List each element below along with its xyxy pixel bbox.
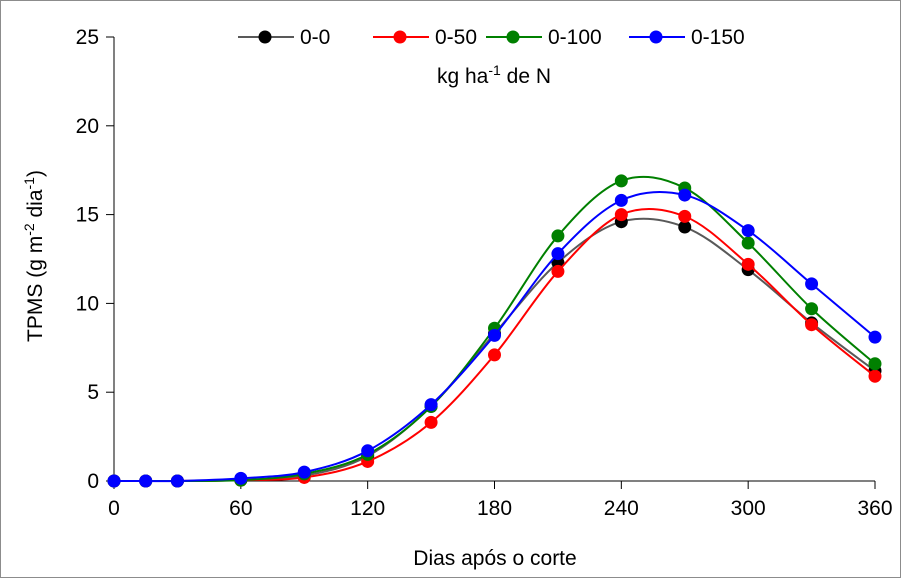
legend-item-0-0: 0-0 bbox=[238, 26, 330, 49]
series-layer bbox=[107, 174, 882, 488]
y-tick-label: 25 bbox=[76, 26, 99, 49]
legend: 0-0 0-50 0-100 0-150 kg ha-1 de N bbox=[238, 26, 745, 88]
data-point-0-150 bbox=[107, 474, 121, 488]
series-line-0-50 bbox=[114, 207, 876, 483]
data-point-0-100 bbox=[551, 229, 565, 243]
y-axis-title-end: ) bbox=[24, 170, 47, 177]
y-tick-label: 20 bbox=[76, 115, 99, 138]
series-0-50 bbox=[107, 207, 882, 488]
legend-label: 0-150 bbox=[691, 26, 745, 49]
legend-item-0-150: 0-150 bbox=[629, 26, 745, 49]
x-tick-label: 180 bbox=[477, 497, 512, 520]
legend-subtitle-base: kg ha bbox=[437, 65, 489, 88]
legend-swatch-marker bbox=[393, 30, 407, 44]
data-point-0-50 bbox=[678, 209, 692, 223]
y-tick-label: 0 bbox=[87, 470, 99, 493]
data-point-0-50 bbox=[741, 257, 755, 271]
x-tick-label: 60 bbox=[229, 497, 252, 520]
y-axis-title-sup2: -1 bbox=[21, 177, 37, 190]
axes: 0 5 10 15 20 25 0 60 120 180 240 300 360 bbox=[76, 26, 893, 520]
data-point-0-100 bbox=[868, 357, 882, 371]
data-point-0-150 bbox=[805, 277, 819, 291]
data-point-0-150 bbox=[424, 398, 438, 412]
legend-label: 0-0 bbox=[300, 26, 330, 49]
y-axis-title-sup1: -2 bbox=[21, 223, 37, 236]
data-point-0-50 bbox=[614, 208, 628, 222]
data-point-0-100 bbox=[805, 302, 819, 316]
data-point-0-0 bbox=[678, 220, 692, 234]
x-tick-label: 360 bbox=[857, 497, 892, 520]
data-point-0-50 bbox=[805, 318, 819, 332]
series-0-150 bbox=[107, 188, 882, 488]
legend-subtitle: kg ha-1 de N bbox=[437, 62, 551, 88]
legend-subtitle-end: de N bbox=[501, 65, 551, 88]
x-tick-label: 240 bbox=[604, 497, 639, 520]
legend-item-0-100: 0-100 bbox=[486, 26, 602, 49]
legend-swatch-marker bbox=[506, 30, 520, 44]
data-point-0-50 bbox=[424, 415, 438, 429]
y-tick-label: 5 bbox=[87, 381, 99, 404]
data-point-0-150 bbox=[234, 471, 248, 485]
data-point-0-150 bbox=[614, 193, 628, 207]
legend-label: 0-100 bbox=[548, 26, 602, 49]
data-point-0-100 bbox=[741, 236, 755, 250]
x-axis-title: Dias após o corte bbox=[413, 547, 576, 570]
legend-label: 0-50 bbox=[435, 26, 477, 49]
legend-swatch-marker bbox=[649, 30, 663, 44]
legend-item-0-50: 0-50 bbox=[373, 26, 477, 49]
data-point-0-150 bbox=[551, 247, 565, 261]
data-point-0-150 bbox=[139, 474, 153, 488]
data-point-0-150 bbox=[868, 330, 882, 344]
data-point-0-100 bbox=[614, 174, 628, 188]
legend-swatch-marker bbox=[258, 30, 272, 44]
x-tick-label: 120 bbox=[350, 497, 385, 520]
data-point-0-150 bbox=[488, 328, 501, 342]
data-point-0-150 bbox=[741, 224, 755, 238]
y-tick-label: 15 bbox=[76, 204, 99, 227]
data-point-0-50 bbox=[551, 264, 565, 278]
y-tick-label: 10 bbox=[76, 292, 99, 315]
data-point-0-50 bbox=[868, 369, 882, 383]
x-tick-label: 300 bbox=[731, 497, 766, 520]
data-point-0-50 bbox=[488, 348, 501, 362]
legend-subtitle-sup: -1 bbox=[488, 62, 501, 78]
data-point-0-150 bbox=[361, 444, 375, 458]
y-axis-title-base: TPMS (g m bbox=[24, 236, 47, 342]
data-point-0-150 bbox=[170, 474, 184, 488]
data-point-0-150 bbox=[678, 188, 692, 202]
y-axis-title: TPMS (g m-2 dia-1) bbox=[21, 170, 47, 342]
data-point-0-150 bbox=[297, 465, 311, 479]
x-tick-label: 0 bbox=[108, 497, 120, 520]
data-point-0-0 bbox=[551, 256, 565, 270]
y-axis-title-mid: dia bbox=[24, 189, 47, 223]
